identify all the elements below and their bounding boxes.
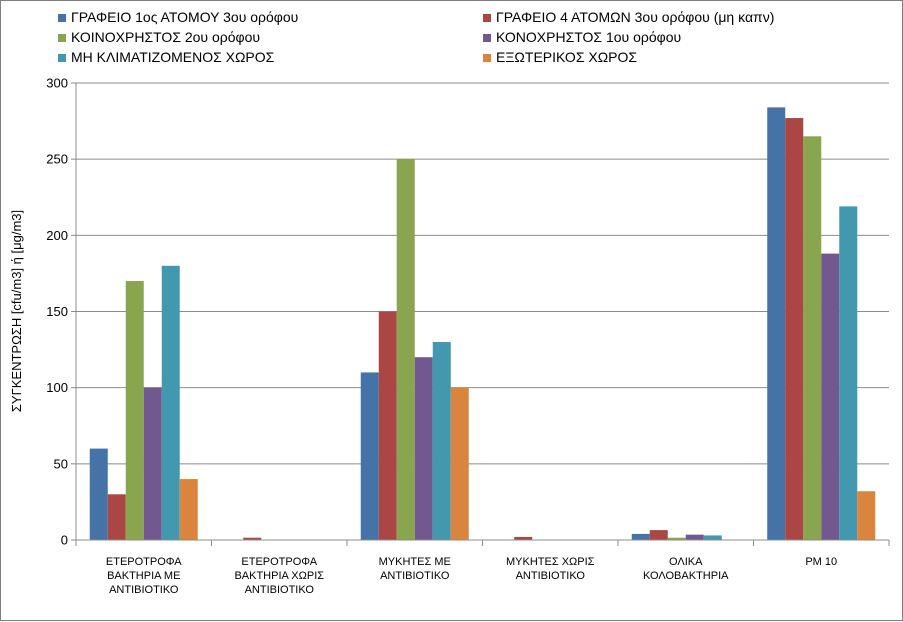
bar [649,530,668,540]
bar [143,387,162,540]
legend-swatch [483,34,491,42]
bar [450,387,469,540]
bar [89,448,108,540]
y-tick-label: 0 [61,533,68,548]
legend-entry: ΓΡΑΦΕΙΟ 1ος ΑΤΟΜΟΥ 3ου ορόφου [71,9,298,25]
bar [857,491,876,540]
legend-swatch [58,34,66,42]
x-category-label: ΕΤΕΡΟΤΡΟΦΑ ΒΑΚΤΗΡΙΑ ΜΕ ΑΝΤΙΒΙΟΤΙΚΟ [106,556,182,596]
bar [631,533,650,540]
legend-swatch [483,14,491,22]
x-category-label: PM 10 [805,556,837,568]
bar [703,535,722,540]
legend-entry: ΚΟΝΟΧΡΗΣΤΟΣ 1ου ορόφου [496,29,681,45]
legend-entry: ΜΗ ΚΛΙΜΑΤΙΖΟΜΕΝΟΣ ΧΩΡΟΣ [71,49,275,65]
legend-entry: ΚΟΙΝΟΧΡΗΣΤΟΣ 2ου ορόφου [71,29,260,45]
bar [432,341,451,540]
legend-entry: ΕΞΩΤΕΡΙΚΟΣ ΧΩΡΟΣ [496,49,637,65]
bar [414,357,433,540]
x-category-label: ΟΛΙΚΑ ΚΟΛΟΒΑΚΤΗΡΙΑ [643,556,729,582]
y-tick-label: 200 [46,228,68,243]
bar [803,136,822,541]
x-category-label: ΜΥΚΗΤΕΣ ΜΕ ΑΝΤΙΒΙΟΤΙΚΟ [379,556,451,582]
bar [360,372,379,540]
bar [378,311,397,540]
x-category-label: ΜΥΚΗΤΕΣ ΧΩΡΙΣ ΑΝΤΙΒΙΟΤΙΚΟ [506,556,595,582]
y-tick-labels: 0 50 100 150 200 250 300 [46,76,68,548]
bar [243,537,262,540]
legend-swatch [58,54,66,62]
bar [514,536,533,540]
bar [767,107,786,540]
bar [785,118,804,540]
bar [125,281,144,540]
bars [89,107,876,541]
y-tick-label: 150 [46,304,68,319]
bar [667,537,686,540]
axes [75,83,890,546]
y-tick-label: 300 [46,76,68,91]
legend-swatch [483,54,491,62]
bar [839,206,858,540]
legend-swatch [58,14,66,22]
bar [161,265,180,540]
bar [685,534,704,540]
x-category-labels: ΕΤΕΡΟΤΡΟΦΑ ΒΑΚΤΗΡΙΑ ΜΕ ΑΝΤΙΒΙΟΤΙΚΟ ΕΤΕΡΟΤΡΟ… [106,556,837,596]
x-category-label: ΕΤΕΡΟΤΡΟΦΑ ΒΑΚΤΗΡΙΑ ΧΩΡΙΣ ΑΝΤΙΒΙΟΤΙΚΟ [234,556,324,596]
bar [396,159,415,540]
legend: ΓΡΑΦΕΙΟ 1ος ΑΤΟΜΟΥ 3ου ορόφου ΓΡΑΦΕΙΟ 4 Α… [58,9,774,65]
y-tick-label: 100 [46,380,68,395]
gridlines [71,82,889,541]
bar [107,494,126,540]
y-tick-label: 50 [54,456,68,471]
y-axis-label: ΣΥΓΚΕΝΤΡΩΣΗ [cfu/m3] ή [μg/m3] [9,210,24,412]
bar [821,253,840,540]
legend-entry: ΓΡΑΦΕΙΟ 4 ΑΤΟΜΩΝ 3ου ορόφου (μη καπν) [496,9,774,25]
bar [179,479,198,540]
y-tick-label: 250 [46,152,68,167]
